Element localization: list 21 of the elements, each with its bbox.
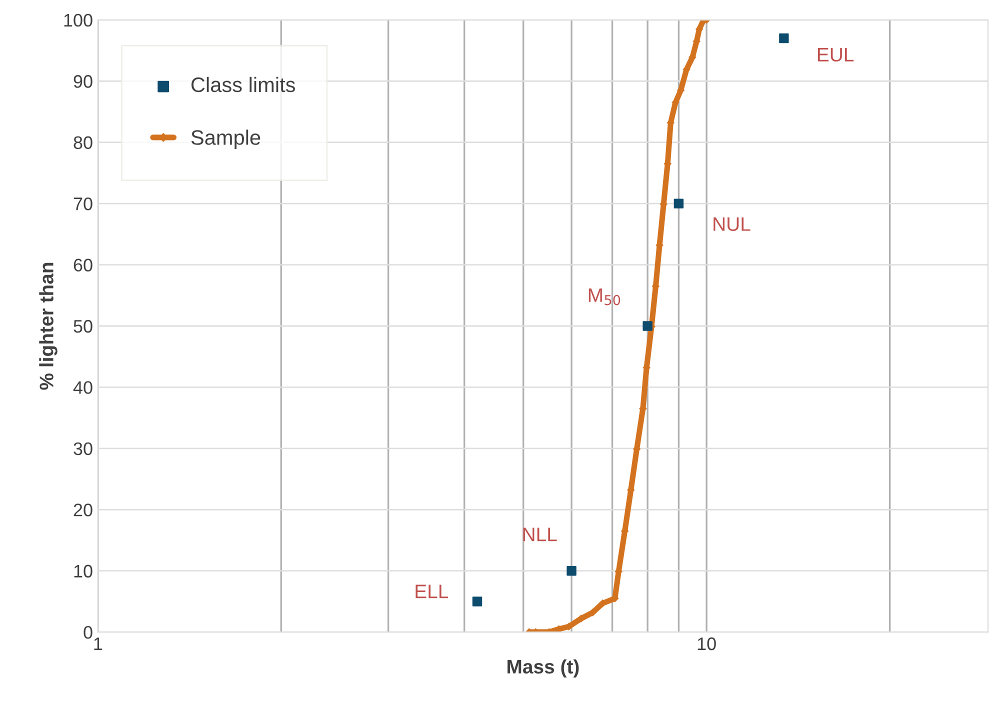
y-axis-title: % lighter than bbox=[39, 262, 58, 390]
y-tick-label: 10 bbox=[74, 564, 92, 578]
legend-label: Class limits bbox=[191, 76, 296, 92]
y-tick-label: 80 bbox=[74, 136, 92, 150]
annotation: EUL bbox=[818, 48, 854, 62]
annotation: M$_{50}$ bbox=[588, 288, 620, 306]
y-tick-label: 0 bbox=[84, 626, 92, 639]
y-tick-label: 100 bbox=[64, 14, 92, 27]
annotation: NUL bbox=[714, 217, 750, 231]
y-tick-label: 40 bbox=[73, 381, 92, 394]
y-tick-label: 30 bbox=[74, 442, 92, 456]
annotation: ELL bbox=[416, 584, 448, 598]
x-tick-label: 1 bbox=[94, 638, 102, 650]
y-tick-label: 60 bbox=[74, 258, 92, 272]
legend-label: Sample bbox=[191, 130, 260, 150]
y-tick-label: 70 bbox=[74, 197, 92, 210]
y-tick-label: 90 bbox=[74, 75, 92, 88]
annotation: NLL bbox=[523, 528, 557, 542]
y-tick-label: 50 bbox=[74, 320, 92, 333]
x-axis-title: Mass (t) bbox=[508, 659, 579, 678]
y-tick-label: 20 bbox=[74, 504, 92, 516]
